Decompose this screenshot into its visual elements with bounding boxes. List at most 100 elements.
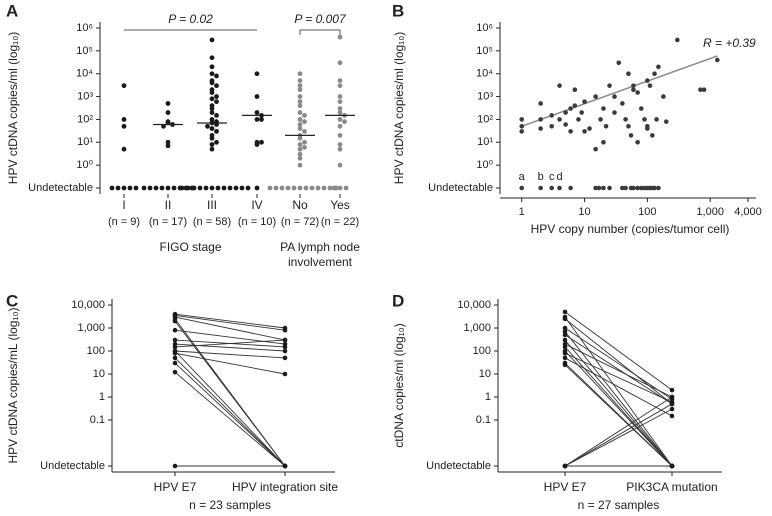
data-point <box>172 463 178 469</box>
data-point <box>297 126 303 131</box>
data-point <box>297 94 303 99</box>
data-point <box>302 128 307 134</box>
data-point <box>631 185 636 191</box>
data-point <box>656 64 661 70</box>
data-point <box>159 185 165 191</box>
subtitle: n = 23 samples <box>189 498 271 512</box>
y-tick-label: 0.1 <box>90 414 105 426</box>
pair-line <box>564 343 673 398</box>
data-point <box>669 387 675 393</box>
y-tick-label: 1 <box>485 391 491 403</box>
data-point <box>626 124 631 129</box>
data-point <box>282 337 288 343</box>
data-point <box>638 106 644 111</box>
data-point <box>603 124 609 129</box>
p-value: P = 0.007 <box>294 12 347 26</box>
pair-line <box>174 371 286 467</box>
data-point <box>121 185 127 191</box>
data-point <box>209 117 215 122</box>
data-point <box>209 135 215 141</box>
pair-line <box>174 350 286 359</box>
pair-line <box>174 320 286 467</box>
data-point <box>623 185 628 191</box>
data-point <box>172 360 178 366</box>
pair-line <box>564 346 673 467</box>
pair-line <box>174 316 286 341</box>
data-point <box>297 110 303 115</box>
pair-line <box>564 331 673 467</box>
data-point <box>563 122 568 127</box>
data-point <box>297 162 303 168</box>
data-point <box>650 133 655 138</box>
data-point <box>337 94 343 99</box>
category-note: (n = 22) <box>321 216 359 228</box>
data-point <box>562 463 568 469</box>
data-point <box>656 185 661 191</box>
data-point <box>297 87 303 93</box>
data-point <box>568 129 573 134</box>
data-point <box>647 83 653 88</box>
data-point <box>221 185 227 191</box>
data-point <box>171 185 177 191</box>
data-point <box>233 185 239 191</box>
x-tick-label: III <box>207 198 217 212</box>
data-point <box>337 146 343 152</box>
data-point <box>343 185 349 191</box>
data-point <box>297 99 303 105</box>
data-point <box>315 185 321 191</box>
data-point <box>297 83 303 89</box>
data-point <box>607 185 612 191</box>
category-note: (n = 58) <box>193 216 231 228</box>
data-point <box>562 316 568 322</box>
data-point <box>607 83 612 88</box>
data-point <box>172 337 178 343</box>
point-label: b <box>538 171 544 183</box>
data-point <box>327 185 333 191</box>
data-point <box>302 139 307 145</box>
data-point <box>616 60 622 66</box>
pair-line <box>174 343 286 352</box>
data-point <box>273 185 279 191</box>
data-point <box>279 185 285 191</box>
pair-line <box>564 350 673 467</box>
data-point <box>593 94 598 99</box>
data-point <box>337 83 343 89</box>
data-point <box>701 87 707 92</box>
data-point <box>172 327 178 333</box>
data-point <box>209 126 215 131</box>
data-point <box>282 371 288 377</box>
data-point <box>601 185 606 191</box>
data-point <box>342 119 347 125</box>
x-tick-label: 4,000 <box>734 206 762 218</box>
data-point <box>115 185 121 191</box>
data-point <box>203 185 209 191</box>
data-point <box>161 123 166 129</box>
data-point <box>209 55 215 61</box>
data-point <box>331 185 337 191</box>
point-label: c <box>549 171 555 183</box>
pair-line <box>564 408 673 467</box>
data-point <box>623 117 628 122</box>
data-point <box>337 162 343 168</box>
data-point <box>652 71 657 77</box>
x-tick-label: 1,000 <box>696 206 724 218</box>
data-point <box>209 64 215 70</box>
data-point <box>259 117 264 122</box>
pair-line <box>174 315 286 331</box>
panel-label: A <box>6 1 18 20</box>
pair-line <box>174 352 286 375</box>
y-tick-label: 10⁰ <box>76 159 93 171</box>
data-point <box>612 94 617 99</box>
data-point <box>579 110 584 115</box>
data-point <box>601 106 606 111</box>
y-tick-label: 10¹ <box>477 136 493 148</box>
data-point <box>620 185 625 191</box>
data-point <box>557 83 562 88</box>
data-point <box>209 96 215 102</box>
data-point <box>209 90 215 95</box>
data-point <box>321 185 327 191</box>
data-point <box>121 83 127 89</box>
group-label: PA lymph node involvement <box>280 240 360 269</box>
y-tick-label: 10 <box>479 368 491 380</box>
